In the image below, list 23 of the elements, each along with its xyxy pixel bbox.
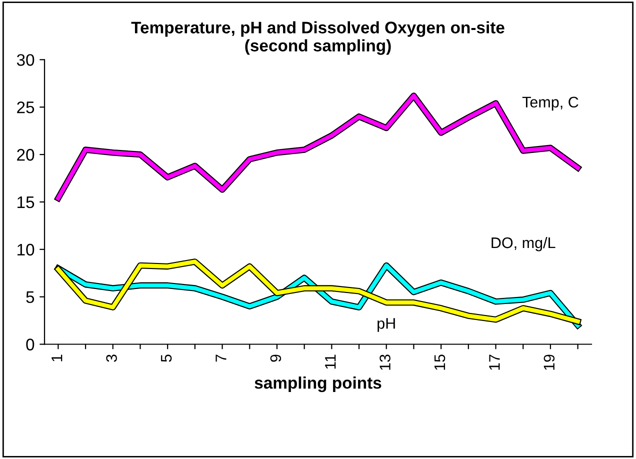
x-tick-label: 19 — [544, 354, 555, 370]
x-tick-label: 9 — [270, 354, 282, 362]
y-tick-label: 20 — [17, 148, 34, 161]
y-tick-label: 10 — [18, 244, 34, 256]
x-tick-label: 15 — [434, 354, 446, 370]
y-tick-label: 5 — [26, 291, 34, 304]
y-tick-label: 0 — [26, 338, 34, 350]
x-tick-label: 11 — [325, 354, 336, 369]
chart-title: Temperature, pH and Dissolved Oxygen on-site (second sampling) — [131, 21, 504, 55]
y-tick-label: 30 — [16, 54, 34, 66]
x-tick-label: 1 — [52, 354, 62, 362]
text: DO, mg/L — [492, 236, 556, 252]
x-tick-label: 13 — [380, 354, 390, 370]
x-tick-label: 17 — [489, 354, 500, 370]
x-axis-title: sampling points — [254, 376, 382, 392]
y-tick-label: 15 — [18, 196, 34, 208]
x-tick-label: 3 — [106, 354, 117, 362]
x-tick-label: 5 — [161, 354, 172, 362]
y-tick-label: 25 — [17, 102, 34, 114]
x-tick-label: 7 — [216, 354, 226, 362]
line-series — [55, 92, 581, 202]
series-label: Temp, C — [522, 96, 578, 111]
series-label: pH — [378, 318, 395, 332]
